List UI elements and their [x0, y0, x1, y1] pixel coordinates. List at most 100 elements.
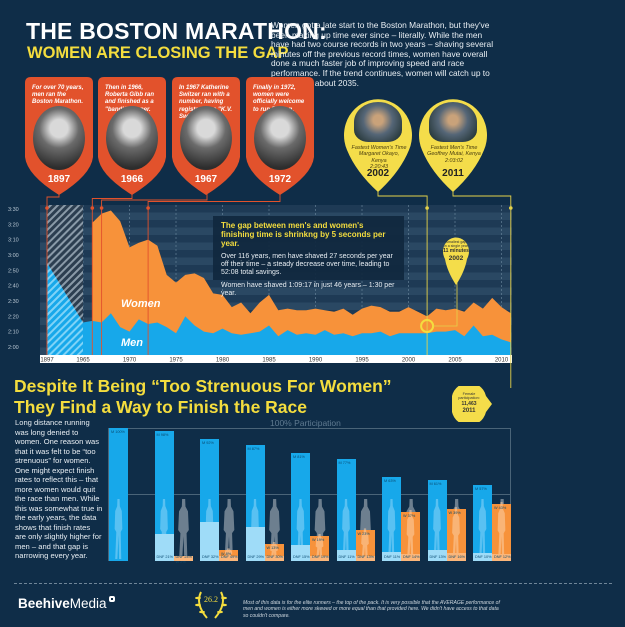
women-bar: W 13% DNF 30%: [264, 541, 284, 561]
finish-label: W 37%: [403, 513, 416, 518]
women-bar: W 37% DNF 14%: [401, 509, 420, 561]
dnf-segment: DNF 11%: [336, 549, 356, 561]
dnf-segment: DNF 24%: [173, 554, 193, 561]
female-pin-year: 2011: [462, 408, 476, 414]
female-pin-line2: participation:: [458, 396, 480, 400]
x-tick-label: 1965: [76, 358, 90, 364]
finish-label: M 92%: [202, 440, 214, 445]
marker-line-1967: [101, 193, 208, 355]
dnf-segment: DNF 19%: [310, 555, 329, 561]
runner-silhouette-icon: [114, 499, 123, 559]
men-area: [83, 313, 511, 355]
pin-line2: Geoffrey Mutai, Kenya: [427, 151, 481, 158]
badge-text: 26.2: [204, 595, 218, 604]
woman-silhouette-icon: [223, 499, 235, 561]
runner-photo: [354, 102, 402, 142]
pin-year: 1967: [194, 174, 218, 185]
finish-label: W 8%: [221, 552, 232, 557]
marker-line-1897: [46, 193, 60, 355]
dnf-label: DNF 12%: [494, 554, 511, 559]
x-tick-label: 2005: [448, 358, 462, 364]
hexagon-icon: [108, 596, 115, 602]
female-pin-value: 11,463: [461, 401, 477, 407]
pin-text: Fastest Women's Time Margaret Okayo, Keny…: [351, 145, 407, 171]
beehive-media-logo: BeehiveMedia: [18, 596, 115, 611]
women-bar: W 19% DNF 19%: [310, 533, 329, 561]
marker-dot: [45, 206, 49, 210]
dnf-segment: DNF 29%: [245, 527, 265, 561]
finish-label: M 63%: [384, 479, 396, 484]
women-bar: W 23% DNF 13%: [355, 528, 375, 561]
timeline-pin-1897: For over 70 years, men ran the Boston Ma…: [25, 77, 93, 195]
logo-light: Media: [69, 596, 107, 611]
logo-bold: Beehive: [18, 596, 70, 611]
dnf-segment: DNF 13%: [427, 550, 447, 561]
dnf-segment: DNF 21%: [154, 533, 174, 561]
woman-silhouette-icon: [269, 499, 280, 561]
dnf-segment: DNF 10%: [473, 553, 492, 561]
intro-text: Women got a late start to the Boston Mar…: [271, 20, 494, 88]
y-tick-label: 2:30: [8, 299, 19, 305]
runner-photo: [254, 106, 306, 170]
callout-title: The gap between men's and women's finish…: [221, 221, 386, 249]
pin-year: 1972: [268, 174, 292, 185]
pin-time: 2:03:02: [445, 157, 463, 164]
finish-label: W 13%: [266, 545, 279, 550]
finish-label: W 43%: [494, 505, 507, 510]
runner-photo: [429, 102, 477, 142]
runner-silhouette-icon: [433, 498, 441, 559]
marker-dot: [425, 206, 429, 210]
pin-line1: Fastest Men's Time: [430, 145, 478, 151]
smallest-gap-pin: Smallest gap in a single year 11 minutes…: [443, 235, 469, 285]
runner-silhouette-icon: [406, 509, 415, 559]
x-tick-label: 2000: [402, 358, 416, 364]
runner-silhouette-icon: [497, 501, 506, 559]
men-bar: M 98% DNF 21%: [154, 430, 174, 561]
dnf-label: DNF 49%: [221, 554, 238, 559]
men-bar: M 77% DNF 11%: [336, 458, 356, 561]
marker-line-2011: [452, 190, 512, 388]
grid-band: [40, 287, 512, 295]
dnf-segment: DNF 32%: [200, 521, 219, 561]
x-tick-label: 1975: [169, 358, 183, 364]
pin-year: 1966: [120, 174, 144, 185]
female-participation-pin: Female participation: 11,463 2011: [451, 382, 492, 426]
marker-line-1972: [147, 193, 281, 355]
y-tick-label: 3:10: [8, 238, 19, 244]
runner-photo: [106, 106, 158, 170]
callout-line-1: Over 116 years, men have shaved 27 secon…: [221, 252, 393, 277]
x-tick-label: 1980: [216, 358, 230, 364]
men-series-label: Men: [121, 337, 143, 349]
women-bar: W 43% DNF 12%: [492, 501, 511, 561]
men-bar: M 63% DNF 11%: [382, 477, 401, 561]
marker-line-2002: [377, 190, 428, 355]
x-tick-label: 1897: [40, 358, 54, 364]
dnf-label: DNF 10%: [475, 554, 492, 559]
finish-label: M 61%: [429, 481, 442, 486]
finish-label: W 39%: [448, 511, 461, 516]
pin-year: 2011: [442, 168, 464, 179]
footer-divider: [14, 583, 612, 584]
dnf-label: DNF 29%: [247, 554, 264, 559]
men-bar: M 100%: [109, 428, 128, 561]
men-area-early: [47, 262, 83, 355]
marker-dot: [509, 206, 513, 210]
marker-dot: [90, 206, 95, 210]
page-subtitle: WOMEN ARE CLOSING THE GAP: [27, 44, 289, 62]
dnf-segment: DNF 15%: [291, 544, 310, 561]
finish-label: M 77%: [338, 460, 351, 465]
participation-label: 100% Participation: [270, 418, 341, 428]
grid-band: [40, 280, 512, 288]
dnf-segment: DNF 14%: [401, 554, 420, 561]
women-bar: W 8% DNF 49%: [219, 548, 238, 561]
runner-silhouette-icon: [361, 528, 369, 559]
section-paragraph: Long distance running was long denied to…: [15, 418, 103, 560]
dnf-label: DNF 24%: [175, 554, 192, 559]
dnf-segment: DNF 30%: [264, 555, 284, 561]
pin-line2: Margaret Okayo, Kenya: [358, 151, 400, 164]
runner-silhouette-icon: [160, 498, 168, 559]
runner-silhouette-icon: [478, 498, 487, 559]
gap-connector: [433, 283, 458, 327]
marker-dot: [146, 206, 150, 210]
